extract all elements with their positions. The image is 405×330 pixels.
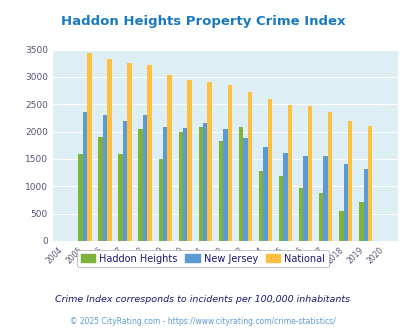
Bar	[107, 59, 111, 241]
Bar	[87, 53, 91, 241]
Bar	[162, 127, 167, 241]
Bar	[303, 156, 307, 241]
Bar	[147, 65, 151, 241]
Bar	[118, 154, 122, 241]
Bar	[223, 129, 227, 241]
Bar	[283, 153, 287, 241]
Bar	[138, 129, 143, 241]
Bar	[218, 141, 223, 241]
Bar	[238, 127, 243, 241]
Text: © 2025 CityRating.com - https://www.cityrating.com/crime-statistics/: © 2025 CityRating.com - https://www.city…	[70, 317, 335, 326]
Bar	[298, 188, 303, 241]
Bar	[83, 112, 87, 241]
Bar	[183, 128, 187, 241]
Bar	[198, 127, 202, 241]
Text: Crime Index corresponds to incidents per 100,000 inhabitants: Crime Index corresponds to incidents per…	[55, 295, 350, 304]
Bar	[362, 169, 367, 241]
Bar	[327, 112, 331, 241]
Bar	[338, 211, 343, 241]
Bar	[167, 75, 171, 241]
Bar	[347, 120, 352, 241]
Legend: Haddon Heights, New Jersey, National: Haddon Heights, New Jersey, National	[77, 249, 328, 267]
Bar	[143, 115, 147, 241]
Bar	[307, 106, 311, 241]
Bar	[227, 85, 231, 241]
Bar	[102, 115, 107, 241]
Bar	[318, 193, 323, 241]
Bar	[258, 172, 262, 241]
Bar	[358, 202, 362, 241]
Text: Haddon Heights Property Crime Index: Haddon Heights Property Crime Index	[61, 15, 344, 28]
Bar	[267, 99, 271, 241]
Bar	[127, 63, 131, 241]
Bar	[78, 154, 83, 241]
Bar	[343, 164, 347, 241]
Bar	[202, 123, 207, 241]
Bar	[122, 120, 127, 241]
Bar	[367, 125, 371, 241]
Bar	[247, 92, 252, 241]
Bar	[278, 176, 283, 241]
Bar	[323, 156, 327, 241]
Bar	[243, 138, 247, 241]
Bar	[187, 80, 191, 241]
Bar	[178, 132, 183, 241]
Bar	[98, 137, 102, 241]
Bar	[287, 105, 292, 241]
Bar	[207, 82, 211, 241]
Bar	[158, 159, 162, 241]
Bar	[262, 147, 267, 241]
